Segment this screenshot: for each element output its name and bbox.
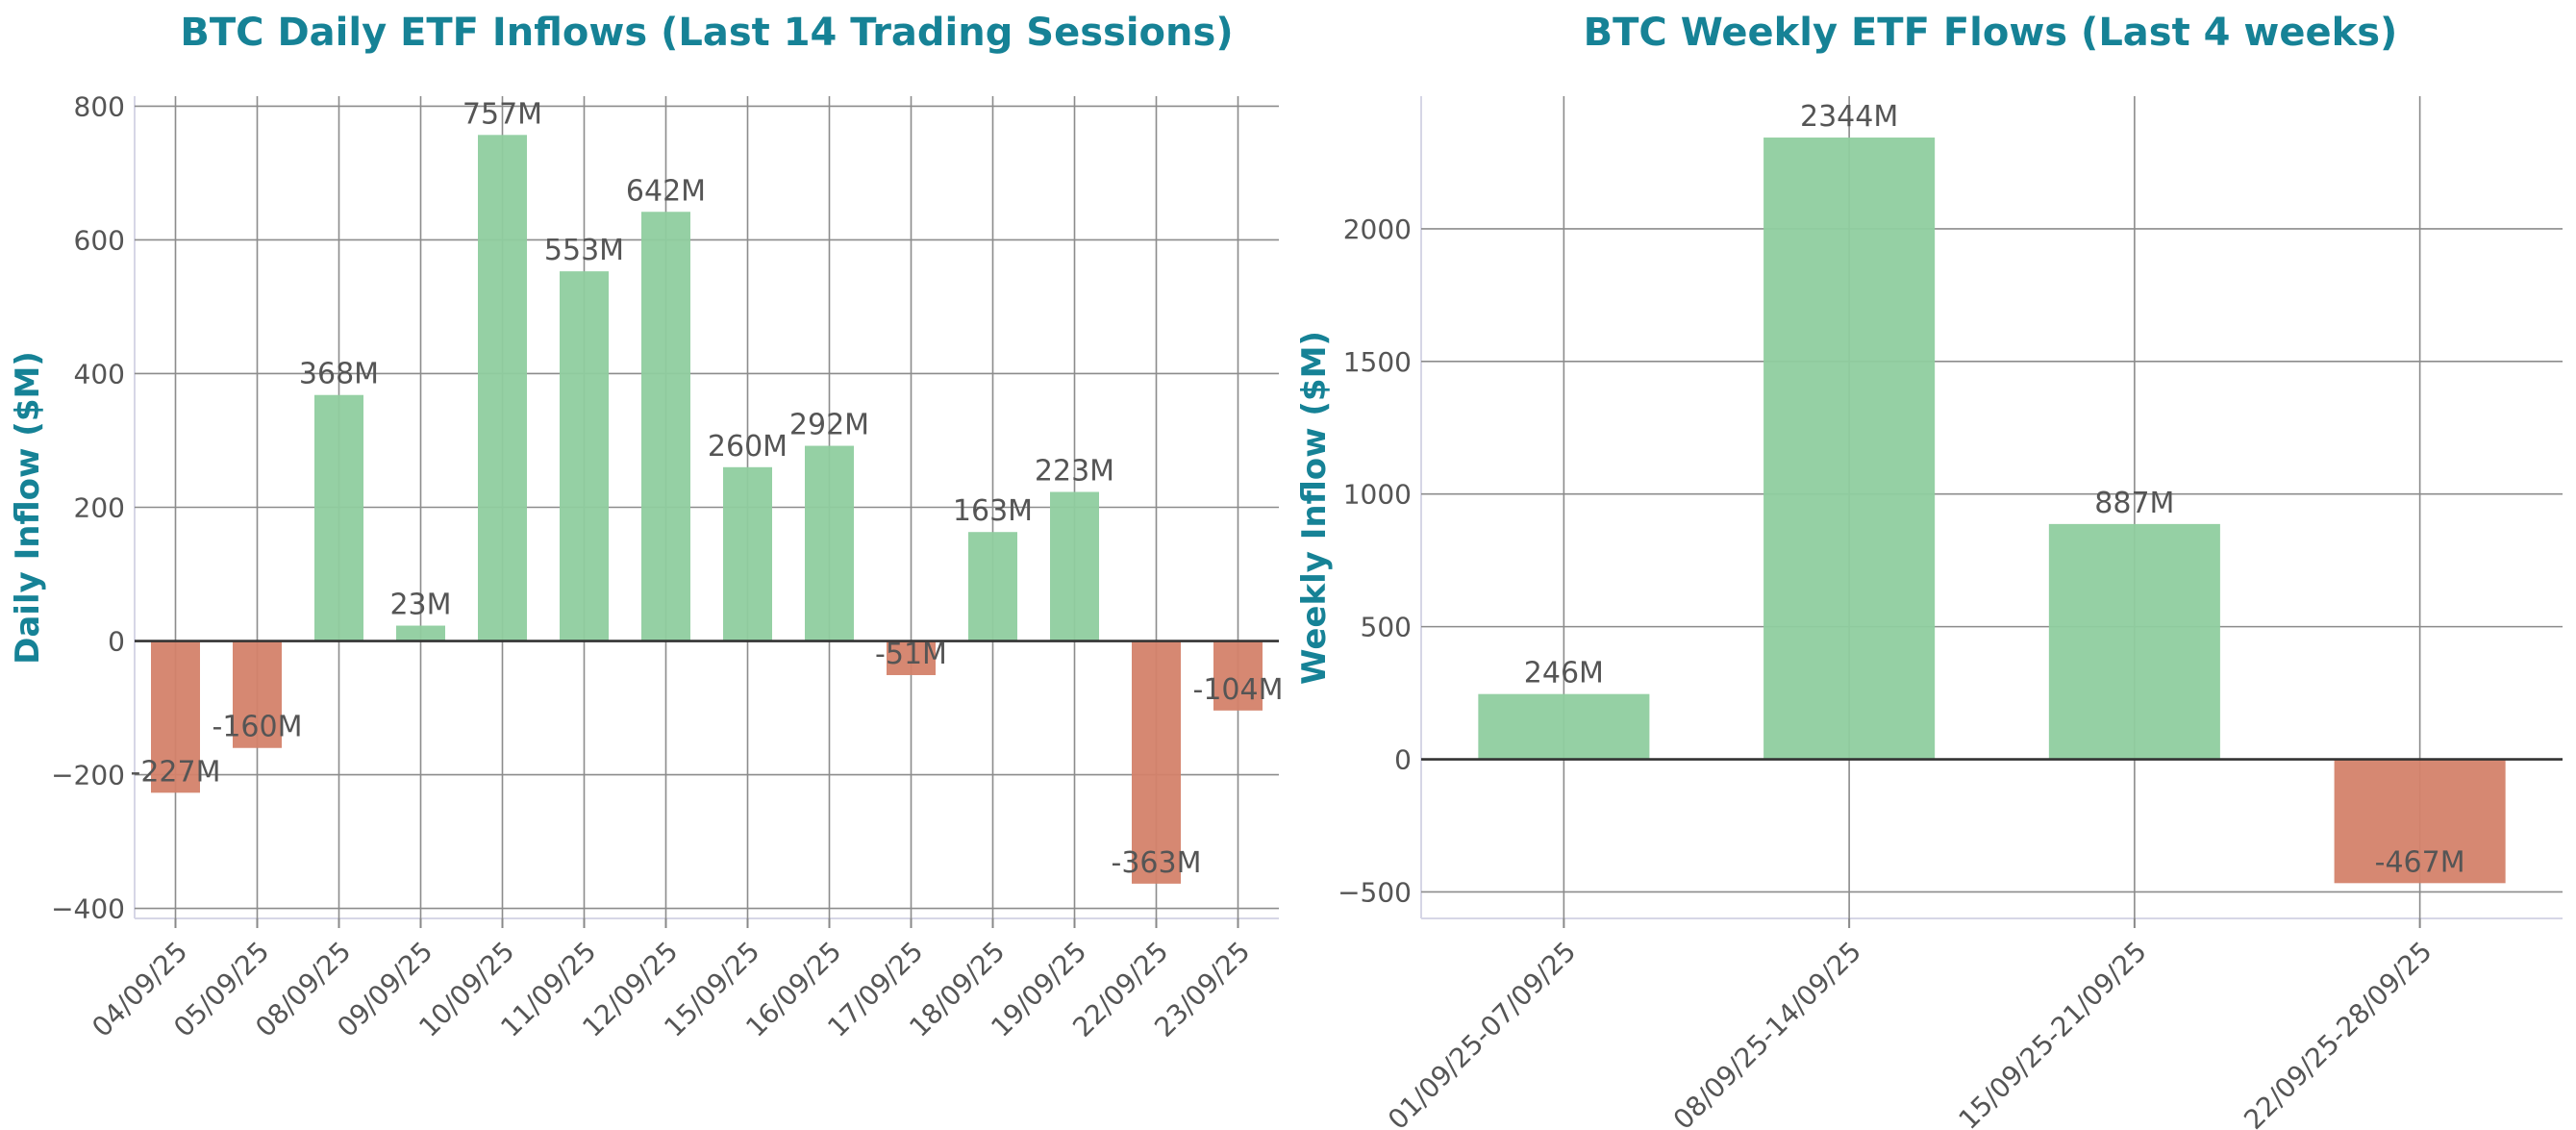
daily-data-label: 368M [299, 358, 379, 391]
weekly-bar [1478, 693, 1650, 760]
weekly-y-tick-label: 2000 [1343, 213, 1412, 245]
daily-y-tick-label: 400 [74, 358, 125, 389]
daily-bar [1213, 640, 1263, 711]
weekly-data-label: 887M [2094, 487, 2174, 520]
daily-bar [233, 640, 282, 748]
daily-bar [560, 271, 609, 641]
daily-data-label: -104M [1193, 673, 1284, 707]
daily-y-tick-label: 200 [74, 492, 125, 524]
daily-y-tick-label: 600 [74, 224, 125, 256]
daily-y-tick-label: −400 [51, 893, 125, 925]
weekly-x-tick-label: 01/09/25-07/09/25 [1382, 936, 1582, 1130]
daily-data-label: 292M [789, 409, 869, 442]
weekly-data-label: 246M [1524, 657, 1604, 691]
daily-bar [396, 625, 445, 641]
weekly-y-tick-label: −500 [1338, 876, 1412, 908]
weekly-x-tick-label: 15/09/25-21/09/25 [1952, 936, 2152, 1130]
weekly-bar [2048, 523, 2220, 760]
daily-data-label: 223M [1035, 455, 1114, 489]
daily-data-label: 23M [389, 589, 451, 622]
daily-data-label: 757M [463, 97, 542, 131]
weekly-y-tick-label: 0 [1394, 744, 1412, 776]
daily-data-label: 260M [708, 430, 788, 464]
daily-bar [805, 445, 854, 641]
weekly-y-tick-label: 1500 [1343, 346, 1412, 378]
daily-bar [151, 640, 200, 793]
daily-data-label: -227M [131, 755, 221, 789]
daily-y-tick-label: −200 [51, 760, 125, 791]
daily-data-label: -160M [213, 711, 303, 744]
daily-bar [641, 212, 690, 641]
weekly-y-tick-label: 1000 [1343, 479, 1412, 511]
weekly-x-tick-label: 22/09/25-28/09/25 [2238, 936, 2438, 1130]
daily-bar [968, 532, 1017, 641]
daily-y-tick-label: 0 [108, 626, 125, 658]
daily-chart-title: BTC Daily ETF Inflows (Last 14 Trading S… [180, 11, 1233, 55]
weekly-bar [1763, 138, 1936, 760]
weekly-bar [2334, 759, 2506, 884]
daily-data-label: 642M [626, 174, 706, 208]
weekly-data-label: -467M [2375, 845, 2465, 879]
weekly-y-tick-label: 500 [1361, 612, 1412, 643]
daily-bar [1132, 640, 1181, 884]
weekly-chart-title: BTC Weekly ETF Flows (Last 4 weeks) [1584, 11, 2398, 55]
daily-inflows-chart: BTC Daily ETF Inflows (Last 14 Trading S… [9, 11, 1283, 1043]
weekly-y-axis-label: Weekly Inflow ($M) [1295, 331, 1334, 685]
daily-data-label: -363M [1112, 846, 1202, 880]
weekly-x-tick-label: 08/09/25-14/09/25 [1667, 936, 1867, 1130]
daily-data-label: 553M [544, 234, 624, 267]
daily-bar [723, 466, 772, 641]
daily-data-label: -51M [875, 638, 947, 671]
daily-data-label: 163M [953, 494, 1033, 528]
daily-bar [887, 640, 936, 675]
daily-bar [314, 394, 363, 641]
daily-bar [1050, 491, 1099, 641]
weekly-data-label: 2344M [1800, 100, 1898, 134]
daily-y-tick-label: 800 [74, 90, 125, 122]
weekly-flows-chart: BTC Weekly ETF Flows (Last 4 weeks) Week… [1295, 11, 2563, 1130]
daily-bar [478, 135, 527, 641]
daily-y-axis-label: Daily Inflow ($M) [9, 351, 47, 665]
